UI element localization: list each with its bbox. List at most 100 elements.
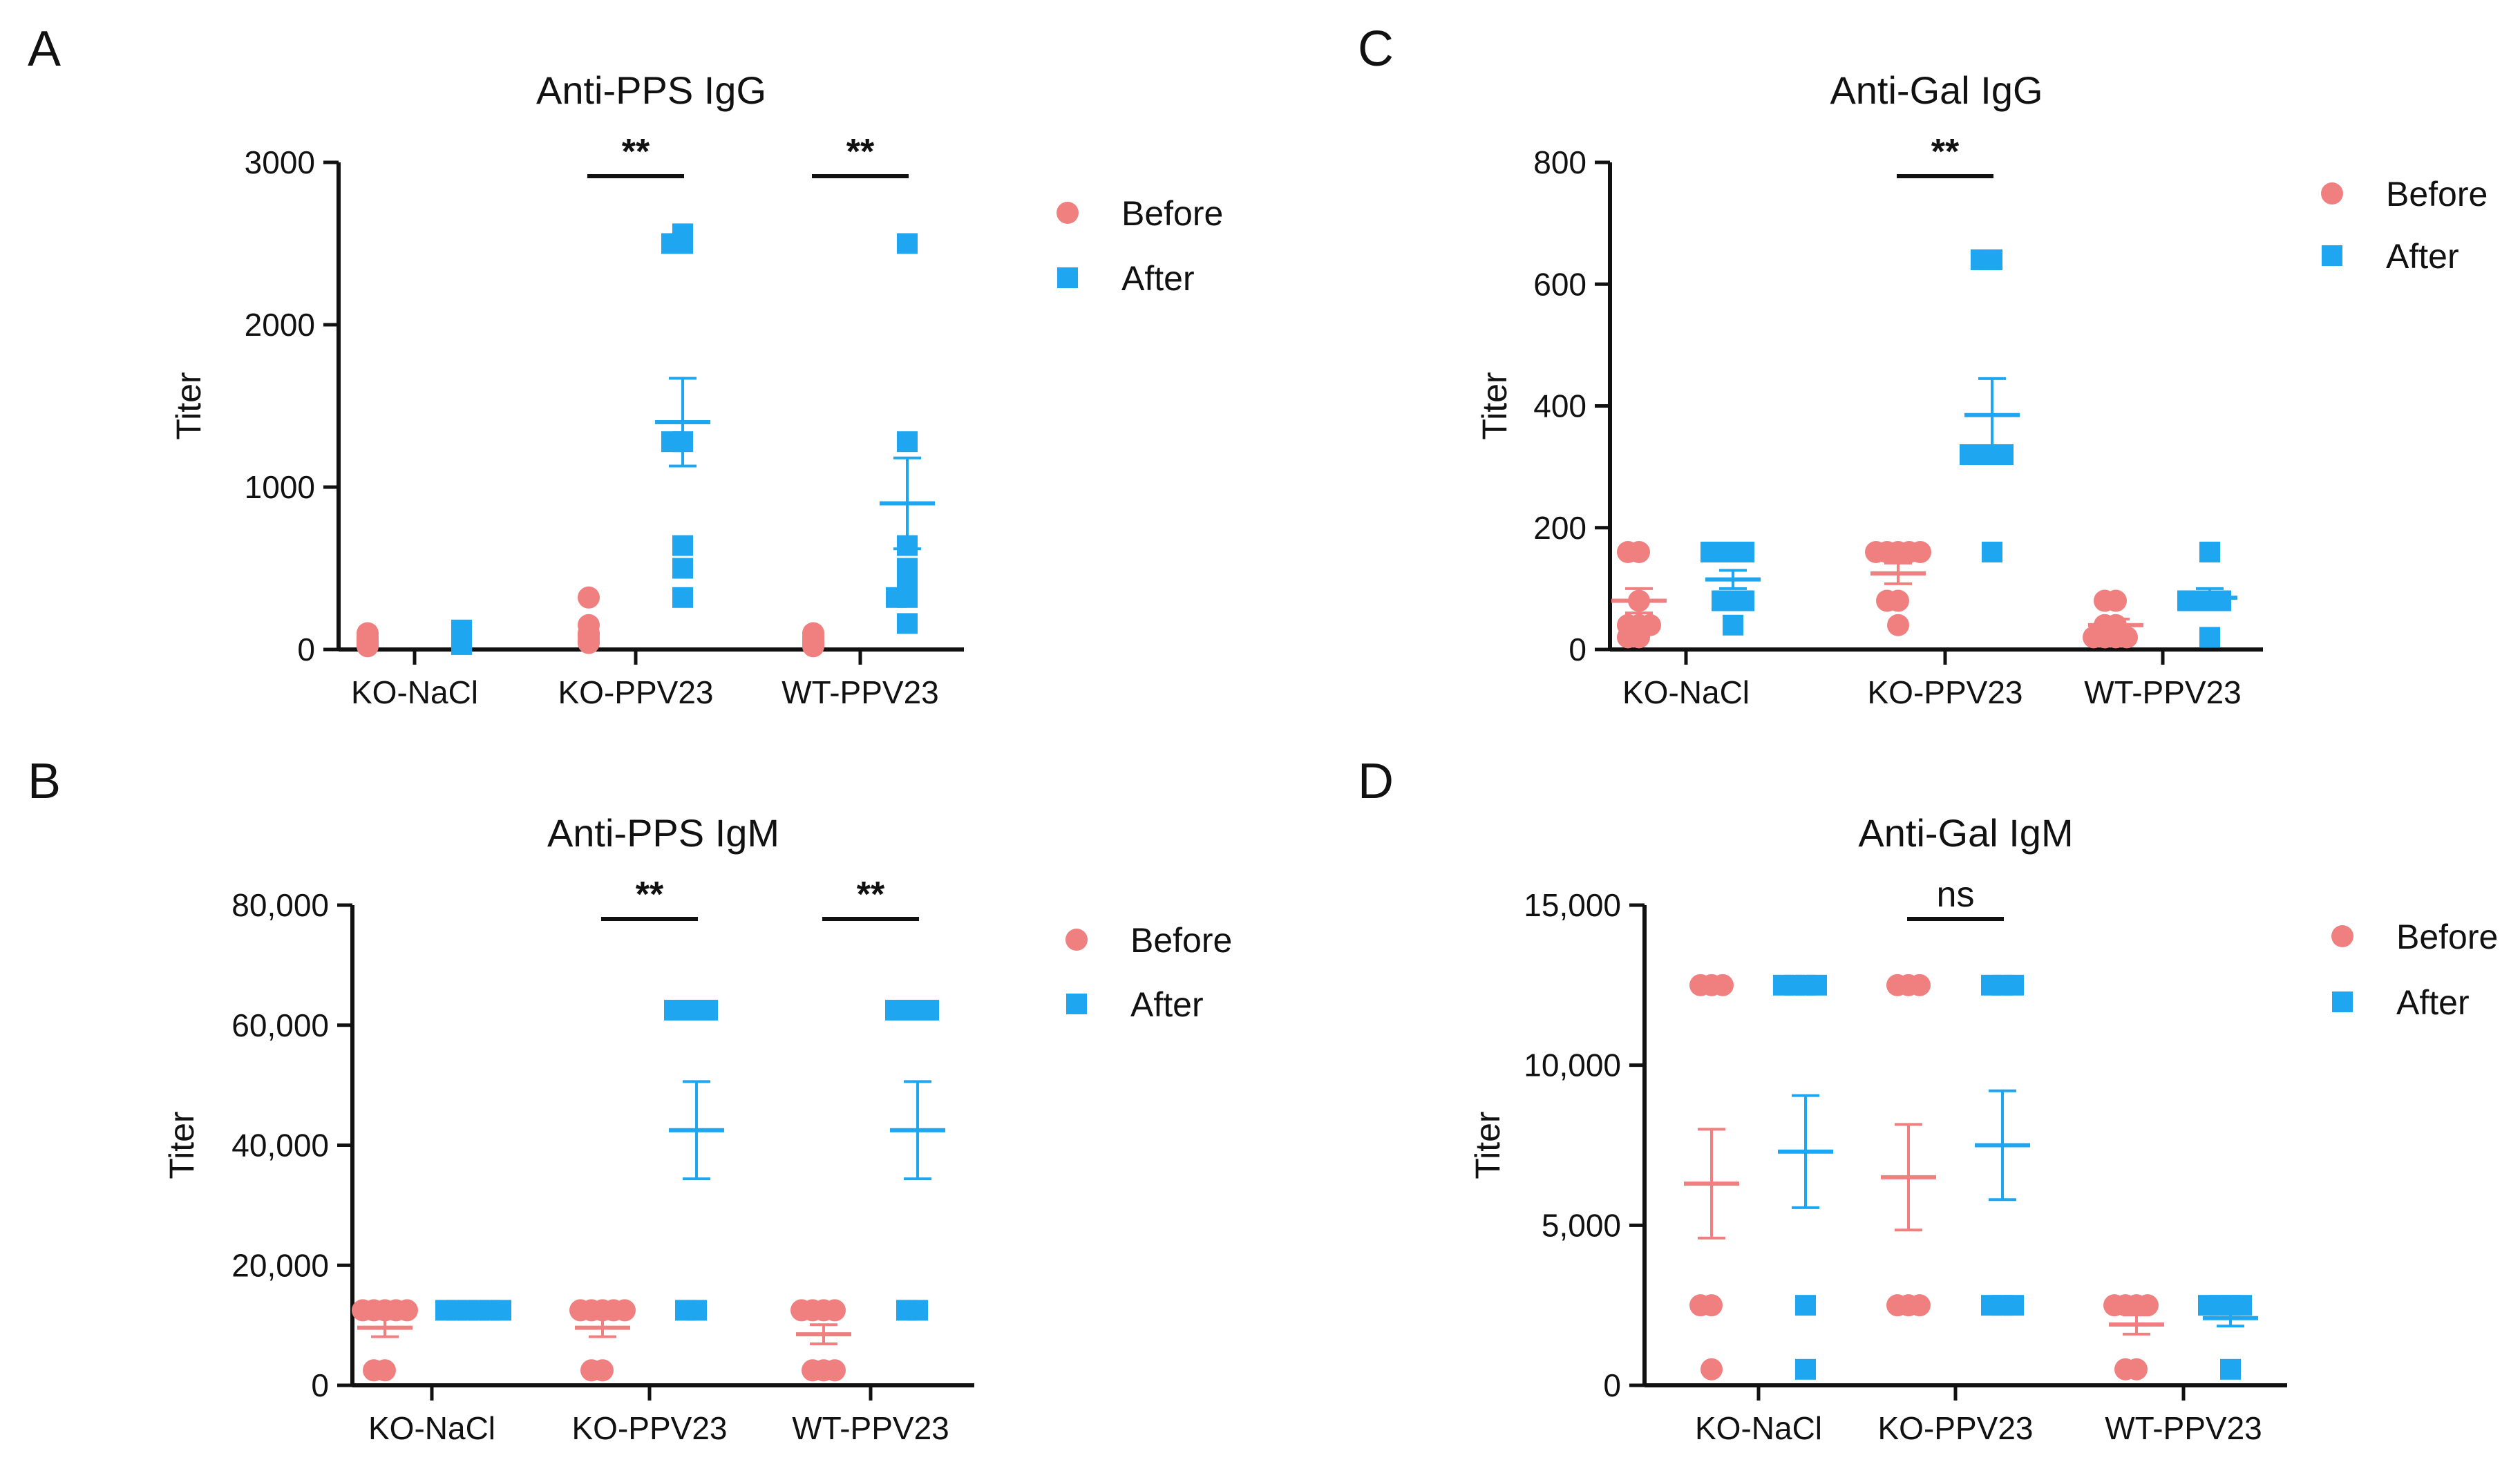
y-tick-label: 0 xyxy=(1569,632,1586,667)
data-point-after xyxy=(1993,444,2014,465)
data-point-before xyxy=(1700,1358,1723,1380)
y-tick-label: 200 xyxy=(1533,510,1586,546)
data-point-after xyxy=(1981,974,2002,996)
data-point-before xyxy=(1908,1294,1931,1317)
data-point-after xyxy=(1971,249,1991,270)
data-point-after xyxy=(918,1000,939,1021)
data-point-before xyxy=(1617,614,1639,636)
data-point-before xyxy=(1876,589,1898,612)
data-point-before xyxy=(569,1299,591,1322)
data-point-before xyxy=(1689,974,1712,996)
x-tick-label: KO-NaCl xyxy=(368,1410,495,1446)
x-tick-label: KO-PPV23 xyxy=(1868,674,2023,710)
y-tick-label: 800 xyxy=(1533,144,1586,180)
data-point-before xyxy=(1909,541,1931,563)
legend-label: Before xyxy=(2386,175,2488,213)
data-point-before xyxy=(1865,541,1887,563)
legend-marker-after xyxy=(2322,245,2342,266)
data-point-after xyxy=(1982,542,2002,562)
panel-letter: A xyxy=(28,21,61,77)
x-tick-label: WT-PPV23 xyxy=(2105,1410,2262,1446)
significance-label: ** xyxy=(636,875,664,915)
panel-c: C Anti-Gal IgG Titer 0 200 400 600 800 KO-NaCl KO… xyxy=(1358,21,2488,710)
data-point-after xyxy=(2003,1295,2024,1316)
x-tick-label: KO-PPV23 xyxy=(1878,1410,2034,1446)
legend-label: After xyxy=(2396,983,2470,1022)
data-point-before xyxy=(802,1359,824,1382)
panel-letter: C xyxy=(1358,21,1394,77)
data-point-after xyxy=(664,1000,685,1021)
data-point-before xyxy=(396,1299,418,1322)
data-point-after xyxy=(2220,1358,2241,1380)
data-point-after xyxy=(1960,444,1980,465)
significance-label: ** xyxy=(846,132,875,172)
data-point-after xyxy=(897,233,918,254)
data-point-after xyxy=(885,1000,906,1021)
legend-label: After xyxy=(1121,259,1195,298)
x-tick-label: KO-NaCl xyxy=(1622,674,1750,710)
data-point-after xyxy=(675,1300,696,1321)
legend-label: After xyxy=(1130,985,1204,1024)
legend-marker-before xyxy=(2331,925,2353,947)
legend-label: Before xyxy=(1121,194,1223,233)
legend-label: Before xyxy=(1130,921,1232,960)
significance-label: ** xyxy=(622,132,650,172)
data-point-before xyxy=(580,1359,603,1382)
legend-marker-after xyxy=(1057,267,1078,288)
y-tick-label: 5,000 xyxy=(1542,1207,1621,1243)
data-point-before xyxy=(802,633,824,656)
y-tick-label: 0 xyxy=(297,632,315,667)
y-tick-label: 3000 xyxy=(245,144,315,180)
legend-label: Before xyxy=(2396,918,2498,956)
data-point-after xyxy=(1723,614,1743,636)
data-point-before xyxy=(614,1299,636,1322)
data-point-before xyxy=(824,1299,846,1322)
data-point-after xyxy=(897,613,918,634)
y-tick-label: 60,000 xyxy=(231,1007,329,1043)
data-point-before xyxy=(357,627,379,649)
significance-label: ** xyxy=(857,875,885,915)
data-point-after xyxy=(672,535,693,556)
data-point-after xyxy=(1981,1295,2002,1316)
x-tick-label: WT-PPV23 xyxy=(2084,674,2242,710)
data-point-before xyxy=(2083,626,2105,649)
chart-title: Anti-Gal IgM xyxy=(1858,811,2073,855)
y-tick-label: 40,000 xyxy=(231,1128,329,1164)
data-point-after xyxy=(897,431,918,453)
data-point-after xyxy=(1700,542,1721,562)
y-axis-label: Titer xyxy=(162,1111,201,1179)
y-tick-label: 2000 xyxy=(245,307,315,343)
panel-letter: D xyxy=(1358,754,1394,809)
data-point-after xyxy=(1795,1295,1816,1316)
data-point-before xyxy=(2137,1294,2159,1317)
chart-title: Anti-PPS IgM xyxy=(547,811,779,855)
data-point-before xyxy=(2114,1358,2137,1380)
data-point-before xyxy=(578,623,600,646)
data-point-before xyxy=(1886,1294,1908,1317)
legend-marker-after xyxy=(2332,991,2353,1012)
x-tick-label: KO-NaCl xyxy=(1695,1410,1822,1446)
significance-label: ** xyxy=(1931,132,1960,172)
data-point-after xyxy=(1795,1358,1816,1380)
data-point-after xyxy=(2199,542,2220,562)
data-point-after xyxy=(1806,974,1827,996)
data-point-before xyxy=(363,1359,385,1382)
x-tick-label: KO-PPV23 xyxy=(558,674,714,710)
legend-marker-before xyxy=(1065,929,1088,951)
data-point-before xyxy=(1617,541,1639,563)
x-tick-label: WT-PPV23 xyxy=(781,674,939,710)
data-point-after xyxy=(1773,974,1794,996)
data-point-after xyxy=(2177,590,2198,611)
data-point-before xyxy=(1712,974,1734,996)
y-tick-label: 0 xyxy=(311,1367,329,1403)
data-point-after xyxy=(2199,627,2220,648)
data-point-before xyxy=(352,1299,374,1322)
data-point-before xyxy=(790,1299,813,1322)
data-point-after xyxy=(451,627,472,649)
data-point-before xyxy=(1886,974,1908,996)
y-tick-label: 15,000 xyxy=(1524,887,1621,923)
data-point-after xyxy=(1734,590,1754,611)
data-point-before xyxy=(2094,589,2116,612)
data-point-after xyxy=(896,1300,917,1321)
